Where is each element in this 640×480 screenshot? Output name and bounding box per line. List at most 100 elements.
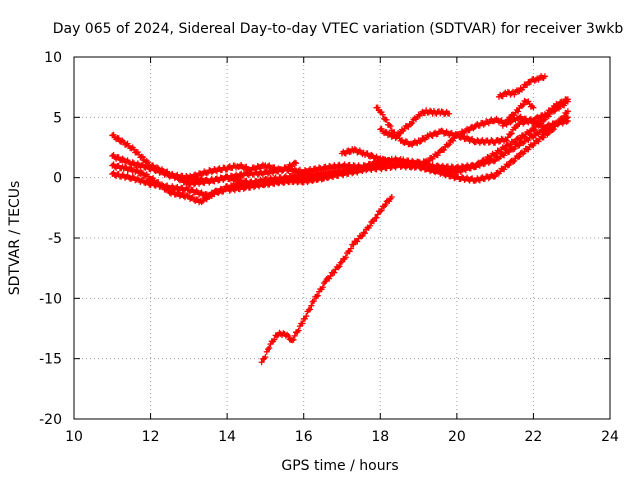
data-point	[525, 146, 532, 153]
data-point	[388, 193, 395, 200]
data-point	[336, 263, 343, 270]
data-point	[564, 117, 571, 124]
data-point	[373, 214, 380, 221]
data-point	[227, 174, 234, 181]
data-point	[354, 238, 361, 245]
data-point	[301, 315, 308, 322]
data-point	[526, 130, 533, 137]
data-point	[396, 130, 403, 137]
data-point	[492, 157, 499, 164]
data-point	[226, 187, 233, 194]
data-point	[516, 136, 523, 143]
y-tick-label: -20	[39, 412, 62, 428]
data-point	[503, 119, 510, 126]
data-point	[555, 102, 562, 109]
data-point	[327, 273, 334, 280]
data-point	[564, 108, 571, 115]
data-point	[159, 182, 166, 189]
series-track-g	[373, 96, 571, 148]
data-point	[512, 138, 519, 145]
data-point	[409, 120, 416, 127]
axis-ticks: 10 12 14 16 18 20 22 24 -20 -15 -10 -5 0 5 10	[39, 50, 619, 445]
data-point	[424, 159, 431, 166]
data-point	[499, 93, 506, 100]
data-point	[307, 306, 314, 313]
series-track-j	[499, 97, 537, 129]
data-points	[109, 73, 571, 366]
data-point	[134, 149, 141, 156]
data-point	[155, 179, 162, 186]
data-point	[134, 167, 141, 174]
data-point	[504, 134, 511, 141]
data-point	[208, 192, 215, 199]
grid	[74, 57, 610, 419]
data-point	[203, 170, 210, 177]
data-point	[115, 154, 122, 161]
data-point	[314, 292, 321, 299]
data-point	[383, 116, 390, 123]
data-point	[485, 175, 492, 182]
y-axis-label: SDTVAR / TECUs	[7, 181, 23, 296]
data-point	[361, 230, 368, 237]
data-point	[386, 121, 393, 128]
data-point	[550, 126, 557, 133]
data-point	[342, 254, 349, 261]
data-point	[178, 175, 185, 182]
y-tick-label: -10	[39, 291, 62, 307]
data-point	[490, 158, 497, 165]
data-point	[153, 164, 160, 171]
data-point	[291, 332, 298, 339]
data-point	[374, 104, 381, 111]
data-point	[490, 174, 497, 181]
data-point	[564, 96, 571, 103]
data-point	[379, 111, 386, 118]
data-point	[515, 108, 522, 115]
y-tick-label: -5	[48, 231, 62, 247]
data-point	[544, 131, 551, 138]
x-tick-label: 10	[65, 429, 83, 445]
data-point	[119, 155, 126, 162]
data-point	[400, 160, 407, 167]
data-point	[174, 173, 181, 180]
data-point	[516, 153, 523, 160]
data-point	[508, 130, 515, 137]
data-point	[262, 354, 269, 361]
x-tick-label: 24	[601, 429, 619, 445]
series-track-k	[258, 193, 395, 366]
x-tick-label: 16	[295, 429, 313, 445]
data-point	[374, 211, 381, 218]
data-point	[516, 142, 523, 149]
data-point	[416, 138, 423, 145]
data-point	[549, 126, 556, 133]
y-tick-label: 10	[44, 50, 62, 66]
data-point	[510, 158, 517, 165]
data-point	[492, 173, 499, 180]
data-point	[466, 127, 473, 134]
data-point	[370, 218, 377, 225]
x-tick-label: 20	[448, 429, 466, 445]
data-point	[150, 162, 157, 169]
data-point	[511, 91, 518, 98]
data-point	[563, 118, 570, 125]
data-point	[480, 121, 487, 128]
data-point	[377, 208, 384, 215]
data-point	[295, 327, 302, 334]
data-point	[291, 176, 298, 183]
series-track-e	[185, 159, 300, 181]
data-point	[506, 148, 513, 155]
data-point	[145, 159, 152, 166]
data-point	[446, 110, 453, 117]
data-point	[310, 298, 317, 305]
data-point	[407, 121, 414, 128]
series-track-h	[377, 107, 453, 142]
chart-title: Day 065 of 2024, Sidereal Day-to-day VTE…	[53, 21, 624, 37]
data-point	[271, 336, 278, 343]
data-point	[386, 130, 393, 137]
x-tick-label: 18	[371, 429, 389, 445]
data-point	[503, 137, 510, 144]
data-point	[541, 116, 548, 123]
data-point	[337, 259, 344, 266]
data-point	[382, 201, 389, 208]
data-point	[299, 320, 306, 327]
